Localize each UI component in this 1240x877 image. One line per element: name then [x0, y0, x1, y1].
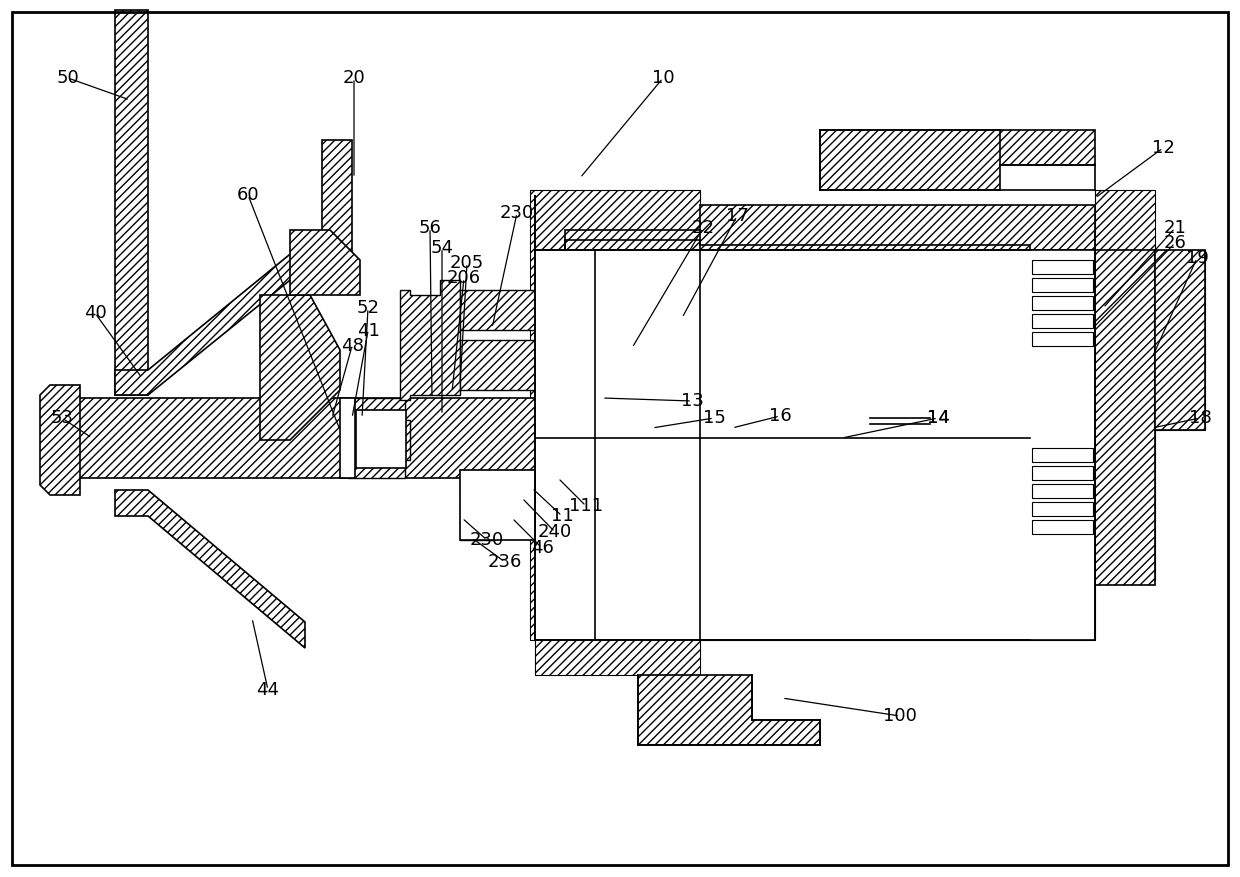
Polygon shape [115, 10, 148, 395]
Polygon shape [1032, 484, 1092, 498]
Text: 52: 52 [357, 299, 379, 317]
Text: 26: 26 [1163, 234, 1187, 252]
Text: 56: 56 [419, 219, 441, 237]
Polygon shape [1032, 502, 1092, 516]
Text: 60: 60 [237, 186, 259, 204]
Text: 240: 240 [538, 523, 572, 541]
Text: 21: 21 [1163, 219, 1187, 237]
Bar [534, 250, 1095, 640]
Text: 15: 15 [703, 409, 725, 427]
Polygon shape [1032, 278, 1092, 292]
Text: 206: 206 [446, 269, 481, 287]
Polygon shape [40, 385, 81, 495]
Text: 12: 12 [1152, 139, 1174, 157]
Polygon shape [460, 470, 534, 495]
Text: 20: 20 [342, 69, 366, 87]
Polygon shape [460, 500, 495, 540]
Text: 14: 14 [926, 409, 950, 427]
Text: 111: 111 [569, 497, 603, 515]
Polygon shape [115, 490, 305, 648]
Text: 11: 11 [551, 507, 573, 525]
Bar [460, 470, 534, 540]
Text: 100: 100 [883, 707, 916, 725]
Text: 46: 46 [531, 539, 553, 557]
Text: 19: 19 [1185, 249, 1209, 267]
Text: 236: 236 [487, 553, 522, 571]
Text: 40: 40 [83, 304, 107, 322]
Polygon shape [595, 250, 701, 360]
Polygon shape [1154, 250, 1205, 430]
Polygon shape [1030, 250, 1154, 585]
Polygon shape [50, 398, 534, 478]
Bar [356, 410, 405, 468]
Text: 230: 230 [500, 204, 534, 222]
Text: 41: 41 [357, 322, 379, 340]
Text: 205: 205 [450, 254, 484, 272]
Polygon shape [639, 675, 820, 745]
Polygon shape [1030, 440, 1095, 580]
Polygon shape [401, 280, 460, 400]
Polygon shape [1032, 466, 1092, 480]
Text: 44: 44 [257, 681, 279, 699]
Polygon shape [595, 480, 701, 590]
Polygon shape [322, 140, 352, 260]
Polygon shape [534, 195, 1095, 255]
Text: 54: 54 [430, 239, 454, 257]
Text: 50: 50 [57, 69, 79, 87]
Polygon shape [1032, 314, 1092, 328]
Polygon shape [348, 398, 410, 478]
Polygon shape [1032, 260, 1092, 274]
Text: 230: 230 [470, 531, 505, 549]
Polygon shape [460, 340, 539, 390]
Text: 22: 22 [692, 219, 714, 237]
Text: 13: 13 [681, 392, 703, 410]
Polygon shape [820, 130, 1095, 190]
Polygon shape [1032, 520, 1092, 534]
Polygon shape [1030, 250, 1095, 360]
Bar [340, 398, 355, 478]
Polygon shape [260, 295, 340, 440]
Polygon shape [529, 190, 1205, 675]
Polygon shape [460, 290, 539, 330]
Text: 48: 48 [341, 337, 363, 355]
Text: 10: 10 [652, 69, 675, 87]
Text: 18: 18 [1189, 409, 1211, 427]
Polygon shape [1032, 448, 1092, 462]
Polygon shape [1032, 332, 1092, 346]
Text: 14: 14 [926, 409, 950, 427]
Text: 53: 53 [51, 409, 73, 427]
Text: 16: 16 [769, 407, 791, 425]
Polygon shape [534, 330, 595, 480]
Polygon shape [290, 230, 360, 295]
Text: 17: 17 [725, 207, 749, 225]
Polygon shape [115, 242, 305, 395]
Polygon shape [1032, 296, 1092, 310]
